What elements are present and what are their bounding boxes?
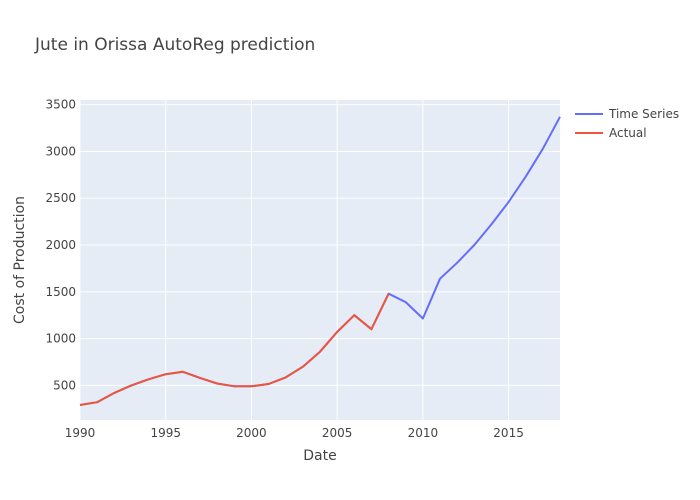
plot-area [80, 100, 560, 420]
x-tick-label: 1990 [65, 426, 96, 440]
y-tick-labels: 500 1000 1500 2000 2500 3000 3500 [45, 98, 76, 393]
x-axis-title: Date [303, 448, 336, 464]
y-axis-title: Cost of Production [12, 196, 28, 324]
legend-item-actual[interactable]: Actual [575, 126, 647, 140]
series-layer [79, 116, 561, 406]
gridlines [79, 100, 560, 420]
x-tick-label: 2010 [408, 426, 439, 440]
x-tick-label: 2000 [236, 426, 267, 440]
x-tick-label: 1995 [150, 426, 181, 440]
legend-label: Time Series [608, 107, 679, 121]
y-tick-label: 3000 [45, 144, 76, 158]
legend-item-time-series[interactable]: Time Series [575, 107, 679, 121]
y-tick-label: 2500 [45, 191, 76, 205]
x-tick-labels: 1990 1995 2000 2005 2010 2015 [65, 426, 524, 440]
chart-title: Jute in Orissa AutoReg prediction [34, 35, 315, 55]
series-line-actual [79, 293, 390, 406]
y-tick-label: 500 [53, 378, 76, 392]
x-tick-label: 2005 [322, 426, 353, 440]
y-tick-label: 2000 [45, 238, 76, 252]
legend-label: Actual [609, 126, 647, 140]
legend[interactable]: Time Series Actual [575, 107, 679, 140]
y-tick-label: 1500 [45, 285, 76, 299]
x-tick-label: 2015 [493, 426, 524, 440]
y-tick-label: 3500 [45, 98, 76, 112]
y-tick-label: 1000 [45, 332, 76, 346]
